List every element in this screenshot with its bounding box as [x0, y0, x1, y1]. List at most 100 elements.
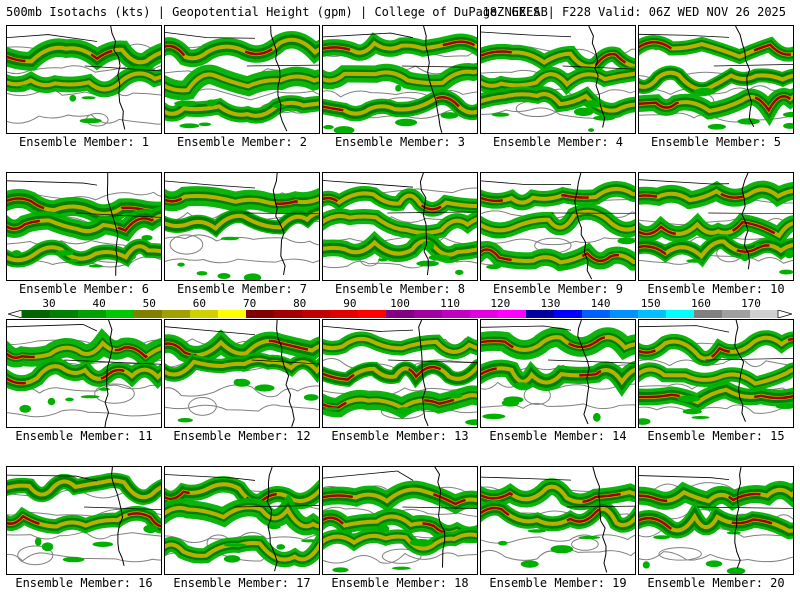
colorbar-tick-label: 120	[490, 297, 511, 310]
coastline-north	[323, 470, 414, 481]
border-line	[401, 65, 477, 68]
ensemble-member-label: Ensemble Member: 9	[492, 282, 624, 296]
colorbar-segment	[134, 310, 163, 318]
isotach-patch	[65, 397, 74, 402]
colorbar-tick-label: 90	[343, 297, 357, 310]
coastline-north	[481, 180, 572, 185]
jet-band-90kt	[481, 485, 635, 504]
isotach-patch	[491, 112, 510, 117]
isotach-patch	[489, 234, 508, 239]
border-line	[75, 212, 161, 218]
isotach-patch	[642, 561, 650, 569]
coastline	[588, 26, 606, 128]
height-contour-closed	[169, 234, 204, 255]
isotach-patch	[276, 544, 286, 550]
ensemble-member-map	[164, 25, 320, 134]
colorbar-segment	[470, 310, 499, 318]
coastline	[734, 320, 746, 422]
border-line	[562, 65, 635, 70]
height-contour-closed	[94, 383, 135, 404]
isotach-patch	[20, 84, 29, 88]
coastline	[272, 173, 286, 275]
ensemble-member-label: Ensemble Member: 10	[647, 282, 785, 296]
isotach-patch	[784, 249, 793, 259]
isotach-patch	[323, 124, 334, 130]
jet-band-90kt	[7, 46, 161, 64]
ensemble-member-label: Ensemble Member: 6	[18, 282, 150, 296]
height-contour-closed	[17, 545, 54, 566]
ensemble-member-label: Ensemble Member: 11	[15, 429, 153, 443]
jet-band-70kt	[165, 194, 319, 206]
height-contour	[7, 384, 161, 394]
ensemble-member-map	[638, 25, 794, 134]
colorbar-segment	[190, 310, 219, 318]
ensemble-member-label: Ensemble Member: 16	[15, 576, 153, 590]
colorbar-segment	[50, 310, 79, 318]
ensemble-member-map	[638, 319, 794, 428]
isotach-patch	[527, 529, 546, 533]
colorbar-tick-label: 60	[192, 297, 207, 310]
isotach-patch	[179, 123, 200, 129]
jet-band-70kt	[323, 69, 477, 86]
coastline	[110, 467, 125, 566]
coastline	[266, 467, 278, 572]
isotach-patch	[740, 253, 750, 262]
isotach-patch	[62, 556, 85, 563]
coastline	[110, 26, 126, 130]
colorbar-segment	[22, 310, 51, 318]
isotach-patch	[593, 115, 615, 121]
ensemble-member-label: Ensemble Member: 4	[492, 135, 624, 149]
height-contour	[7, 530, 161, 540]
isotach-patch	[682, 408, 702, 415]
isotach-patch	[220, 236, 239, 241]
isotach-patch	[392, 566, 411, 570]
colorbar-tick-label: 80	[293, 297, 307, 310]
jet-band-70kt	[165, 541, 319, 562]
isotach-patch	[486, 264, 501, 270]
isotach-patch	[69, 94, 77, 102]
ensemble-member-label: Ensemble Member: 13	[331, 429, 469, 443]
coastline-north	[481, 31, 572, 38]
jet-band-70kt	[639, 367, 793, 386]
ensemble-member-map	[164, 466, 320, 575]
height-contour	[639, 551, 793, 563]
isotach-patch	[588, 128, 595, 132]
isotach-patch	[174, 100, 199, 107]
ensemble-member-map	[6, 172, 162, 281]
coastline	[423, 26, 443, 133]
ensemble-member-map	[480, 319, 636, 428]
isotach-patch	[47, 397, 56, 406]
jet-band-70kt	[7, 244, 161, 263]
isotach-patch	[421, 240, 435, 250]
jet-band-70kt	[481, 92, 635, 113]
height-contour	[165, 532, 319, 543]
isotach-patch	[498, 540, 508, 546]
height-contour-closed	[571, 537, 599, 551]
jet-band-90kt	[481, 335, 635, 352]
jet-band-70kt	[7, 364, 161, 386]
isotach-patch	[619, 239, 629, 244]
height-contour-closed	[658, 547, 702, 561]
jet-band-70kt	[323, 213, 477, 235]
coastline-north	[639, 475, 730, 481]
header-title: 500mb Isotachs (kts) | Geopotential Heig…	[6, 5, 548, 19]
isotach-patch	[592, 412, 601, 422]
colorbar-segment	[414, 310, 443, 318]
coastline-north	[323, 32, 414, 39]
ensemble-member-map	[322, 466, 478, 575]
isotach-patch	[177, 262, 185, 267]
colorbar-tick-label: 50	[142, 297, 156, 310]
ensemble-member-label: Ensemble Member: 17	[173, 576, 311, 590]
jet-band-90kt	[165, 339, 319, 357]
isotach-patch	[416, 260, 439, 267]
isotach-patch	[395, 84, 402, 92]
jet-band-70kt	[323, 95, 477, 116]
height-contour	[323, 552, 477, 564]
colorbar-segment	[302, 310, 331, 318]
isotach-patch	[639, 418, 651, 425]
isotach-patch	[79, 118, 102, 124]
isotach-patch	[80, 395, 100, 399]
colorbar-segment	[750, 310, 779, 318]
isotach-patch	[11, 250, 22, 257]
colorbar-segment	[78, 310, 107, 318]
